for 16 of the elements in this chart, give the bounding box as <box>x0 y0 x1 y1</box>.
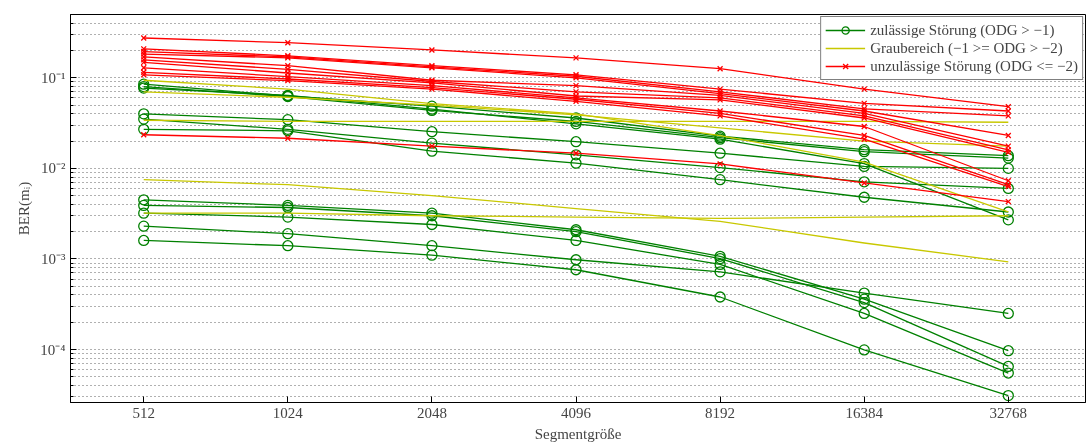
y-axis-title: BER(mᵢ) <box>16 181 34 236</box>
x-tick-label: 4096 <box>561 404 592 421</box>
x-tick-label: 1024 <box>272 404 304 421</box>
x-axis-title: Segmentgröße <box>534 425 622 442</box>
legend-label: zulässige Störung (ODG > −1) <box>870 21 1055 39</box>
x-tick-label: 16384 <box>845 404 884 421</box>
x-tick-label: 8192 <box>705 404 736 421</box>
y-tick-label: 10⁻¹ <box>41 69 66 86</box>
legend-label: Graubereich (−1 >= ODG > −2) <box>870 39 1063 57</box>
x-tick-label: 32768 <box>989 404 1028 421</box>
y-tick-label: 10⁻² <box>41 160 66 177</box>
legend-label: unzulässige Störung (ODG <= −2) <box>870 57 1078 75</box>
y-tick-label: 10⁻⁴ <box>40 341 66 358</box>
x-tick-label: 512 <box>132 404 155 421</box>
x-tick-label: 2048 <box>416 404 447 421</box>
y-tick-label: 10⁻³ <box>41 250 66 267</box>
